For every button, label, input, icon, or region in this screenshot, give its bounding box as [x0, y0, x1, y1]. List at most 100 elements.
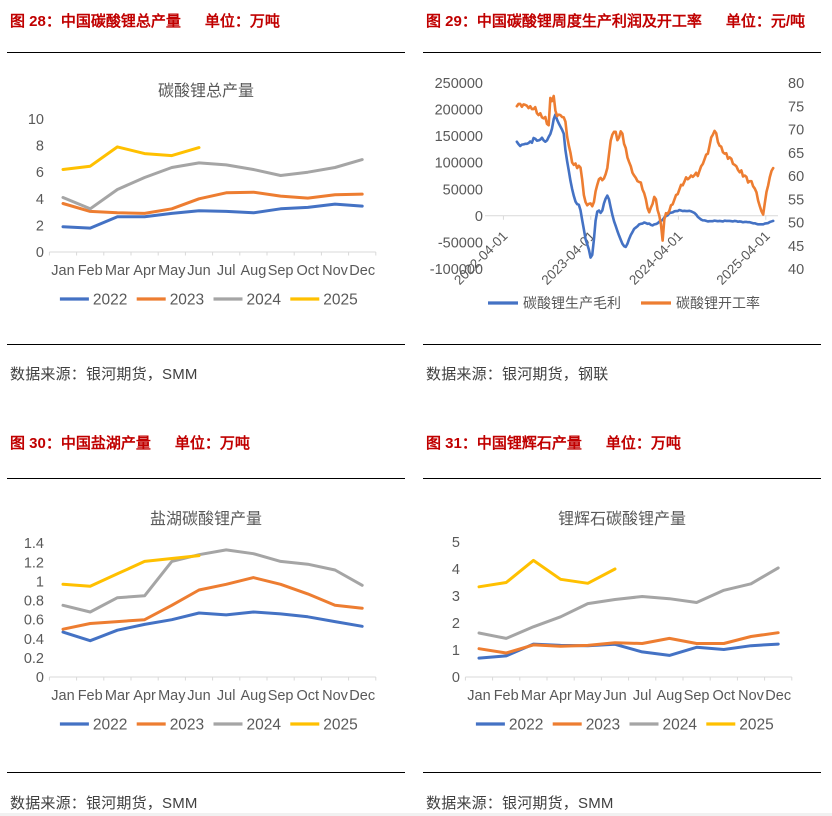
x-axis-tick-label: Mar [521, 688, 546, 704]
y-axis-tick-label: 0.6 [24, 613, 44, 629]
legend-label-2023: 2023 [170, 717, 204, 734]
x-axis-tick-label: Aug [240, 263, 266, 279]
series-line-碳酸锂开工率 [515, 94, 775, 242]
right-axis-tick-label: 40 [788, 262, 804, 278]
y-axis-tick-label: 5 [452, 535, 460, 551]
legend-label-2023: 2023 [586, 717, 620, 734]
y-axis-tick-label: 10 [28, 112, 44, 128]
x-axis-tick-label: Jul [633, 688, 652, 704]
y-axis-tick-label: 2 [452, 616, 460, 632]
legend-label-2022: 2022 [509, 717, 543, 734]
x-axis-tick-label: Jan [467, 688, 490, 704]
x-axis-tick-label: Apr [133, 263, 156, 279]
divider-line [7, 344, 405, 345]
x-axis-tick-label: Aug [656, 688, 682, 704]
x-axis-tick-label: Nov [322, 263, 349, 279]
right-axis-tick-label: 45 [788, 239, 804, 255]
chart-title: 碳酸锂总产量 [158, 82, 254, 100]
series-line-2022 [61, 202, 364, 230]
series-line-2023 [61, 190, 364, 215]
y-axis-tick-label: 6 [36, 165, 44, 181]
figure-31-title-text: 图 31：中国锂辉石产量 [426, 435, 582, 452]
x-axis-tick-label: May [158, 263, 186, 279]
figure-30-source: 数据来源：银河期货，SMM [10, 795, 198, 812]
x-axis-tick-label: Jun [603, 688, 626, 704]
series-line-2023 [477, 631, 780, 655]
y-axis-tick-label: 8 [36, 139, 44, 155]
legend-label-2025: 2025 [323, 717, 357, 734]
chart-title: 锂辉石碳酸锂产量 [558, 510, 686, 528]
x-axis-tick-label: Dec [349, 263, 375, 279]
figure-29-title-text: 图 29：中国碳酸锂周度生产利润及开工率 [426, 13, 702, 30]
figure-29-title: 图 29：中国碳酸锂周度生产利润及开工率 单位：元/吨 [426, 10, 822, 31]
x-axis-tick-label: 2025-04-01 [713, 228, 772, 287]
x-axis-tick-label: Jun [187, 263, 210, 279]
x-axis-tick-label: Sep [684, 688, 710, 704]
y-axis-tick-label: 4 [36, 192, 44, 208]
x-axis-tick-label: 2024-04-01 [626, 228, 685, 287]
legend-label-2025: 2025 [739, 717, 773, 734]
left-axis-tick-label: 200000 [435, 103, 483, 119]
x-axis-tick-label: Dec [349, 688, 375, 704]
series-line-2024 [61, 158, 364, 211]
legend-label-2024: 2024 [247, 717, 282, 734]
y-axis-tick-label: 2 [36, 218, 44, 234]
x-axis-tick-label: Nov [322, 688, 349, 704]
left-axis-tick-label: 50000 [443, 182, 483, 198]
y-axis-tick-label: 0 [36, 670, 44, 686]
y-axis-tick-label: 0.8 [24, 594, 44, 610]
y-axis-tick-label: 0.4 [24, 632, 44, 648]
chart-title: 盐湖碳酸锂产量 [150, 510, 262, 528]
x-axis-tick-label: Oct [297, 263, 320, 279]
y-axis-tick-label: 4 [452, 562, 460, 578]
legend-label-2022: 2022 [93, 717, 127, 734]
x-axis-tick-label: Mar [105, 263, 130, 279]
x-axis-tick-label: Feb [78, 263, 103, 279]
divider-line [423, 52, 821, 53]
x-axis-tick-label: May [158, 688, 186, 704]
y-axis-tick-label: 0 [452, 670, 460, 686]
x-axis-tick-label: Dec [765, 688, 791, 704]
figure-panel-29: 图 29：中国碳酸锂周度生产利润及开工率 单位：元/吨 250000 200000 1… [416, 0, 832, 408]
divider-line [423, 478, 821, 479]
legend-label-2024: 2024 [663, 717, 698, 734]
figure-29-unit: 单位：元/吨 [725, 13, 806, 30]
right-axis-tick-label: 70 [788, 123, 804, 139]
y-axis-tick-label: 0 [36, 245, 44, 261]
divider-line [7, 478, 405, 479]
right-axis-tick-label: 60 [788, 169, 804, 185]
legend-label-2024: 2024 [247, 292, 282, 309]
figure-panel-28: 图 28：中国碳酸锂总产量 单位：万吨 碳酸锂总产量 0 2 4 6 8 10 Jan Feb Ma… [0, 0, 416, 408]
left-axis-tick-label: 100000 [435, 156, 483, 172]
left-axis-tick-label: -50000 [438, 235, 483, 251]
chart-spodumene-output: 锂辉石碳酸锂产量 0 1 2 3 4 5 Jan Feb Mar Apr May Jun Jul Aug Se… [452, 510, 793, 734]
figure-30-unit: 单位：万吨 [174, 435, 250, 452]
series-line-2025 [61, 554, 201, 588]
figure-panel-31: 图 31：中国锂辉石产量 单位：万吨 锂辉石碳酸锂产量 0 1 2 3 4 5 Jan Feb Ma… [416, 408, 832, 816]
y-axis-tick-label: 1.2 [24, 555, 44, 571]
x-axis-tick-label: Aug [240, 688, 266, 704]
divider-line [423, 772, 821, 773]
right-axis-tick-label: 75 [788, 99, 804, 115]
legend-label-碳酸锂生产毛利: 碳酸锂生产毛利 [523, 295, 621, 311]
x-axis-tick-label: Apr [549, 688, 572, 704]
x-axis-tick-label: Jul [217, 688, 236, 704]
figure-28-unit: 单位：万吨 [204, 13, 280, 30]
figure-28-source: 数据来源：银河期货，SMM [10, 366, 198, 383]
divider-line [7, 772, 405, 773]
x-axis-tick-label: Sep [268, 263, 294, 279]
left-axis-tick-label: 150000 [435, 129, 483, 145]
x-axis-tick-label: Jun [187, 688, 210, 704]
x-axis-tick-label: Apr [133, 688, 156, 704]
legend-label-2023: 2023 [170, 292, 204, 309]
left-axis-tick-label: -100000 [430, 262, 483, 278]
series-line-2025 [477, 558, 617, 589]
y-axis-tick-label: 3 [452, 589, 460, 605]
next-row-clipped-edge [0, 813, 832, 816]
x-axis-tick-label: Jan [51, 688, 74, 704]
figure-28-title: 图 28：中国碳酸锂总产量 单位：万吨 [10, 10, 406, 31]
x-axis-tick-label: May [574, 688, 602, 704]
x-axis-tick-label: Nov [738, 688, 765, 704]
series-line-2025 [61, 145, 201, 171]
